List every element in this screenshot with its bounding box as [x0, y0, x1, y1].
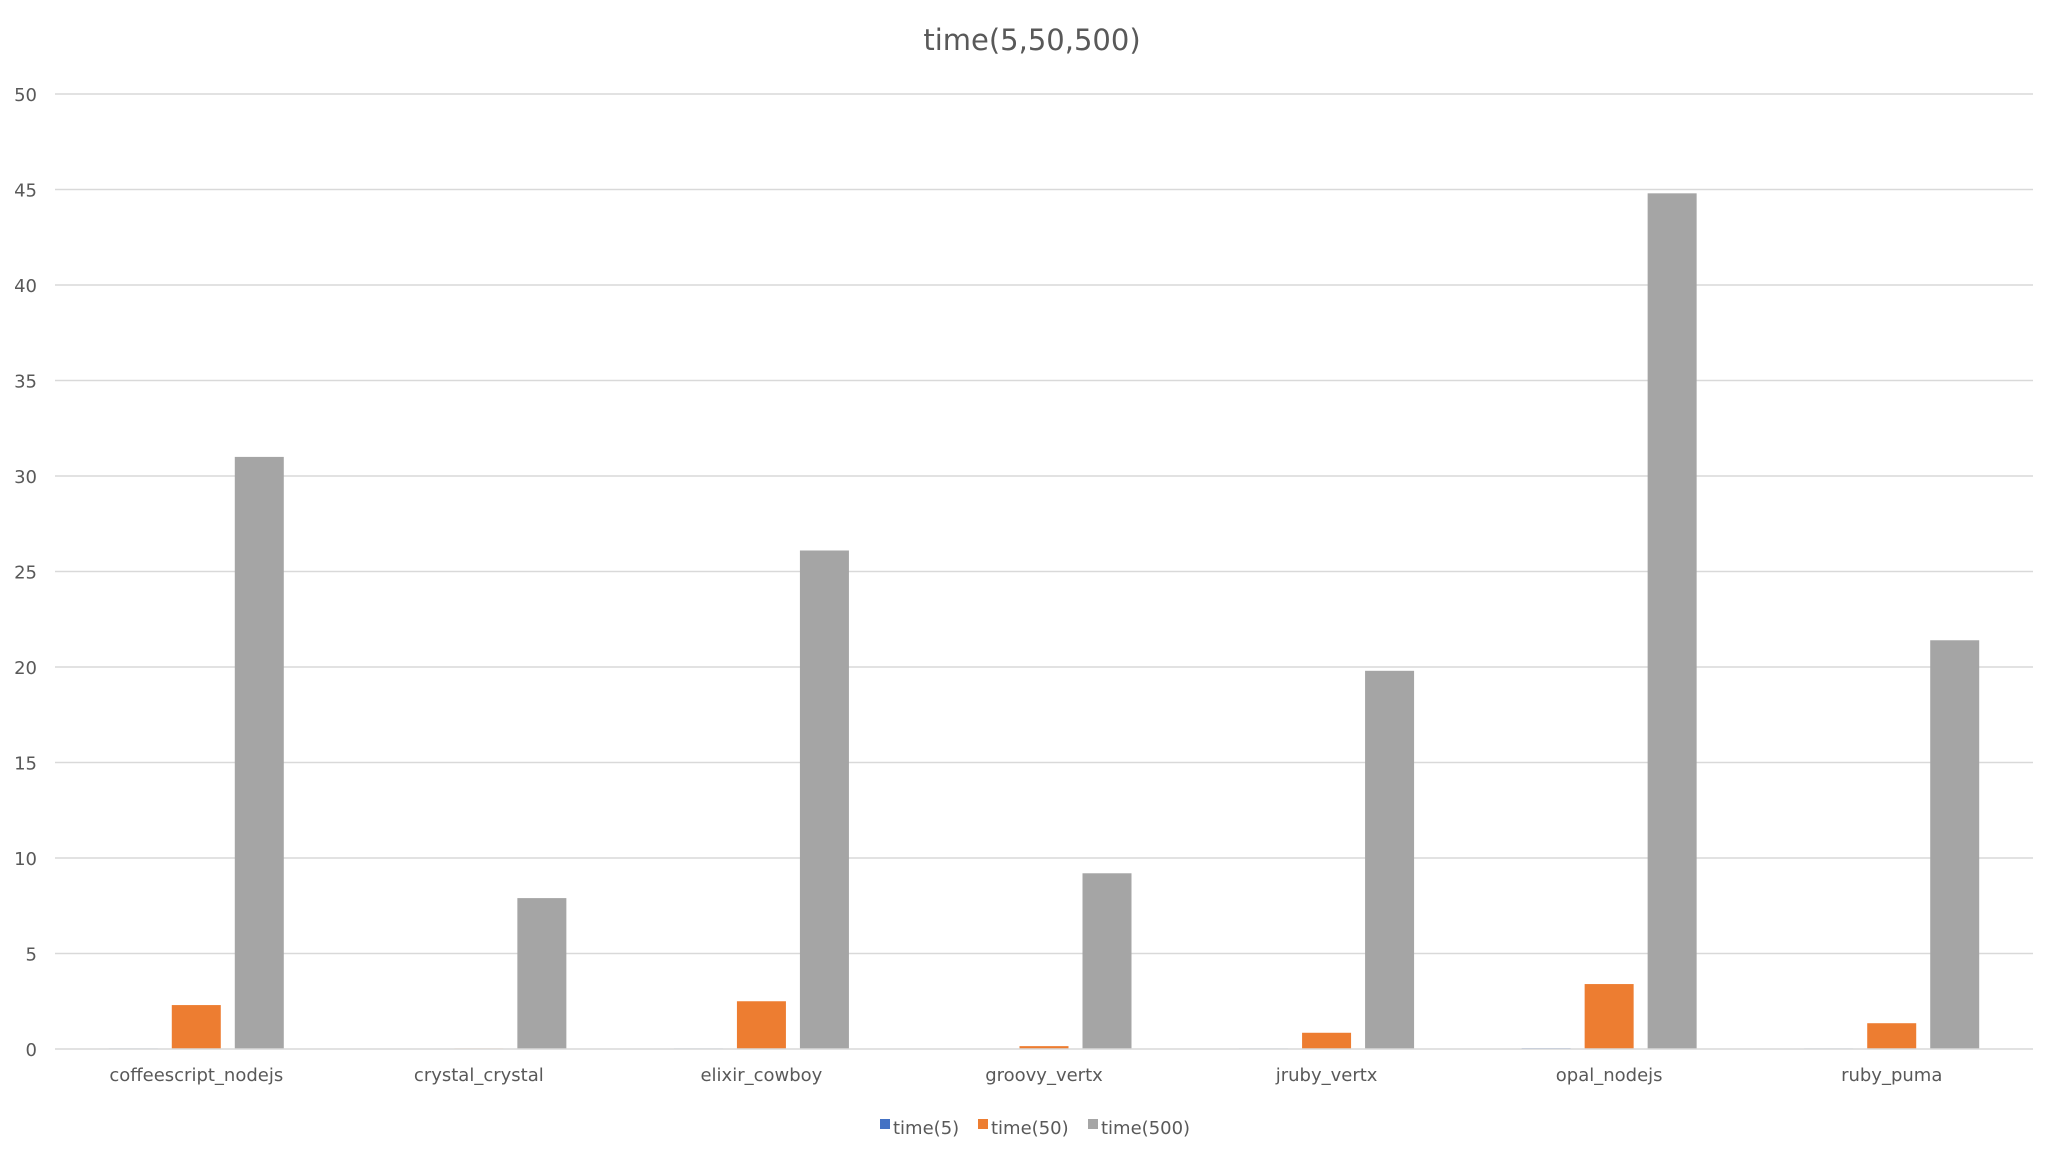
x-category-label: opal_nodejs	[1556, 1065, 1663, 1086]
bar-3-3	[799, 550, 849, 1049]
bar-2-5	[1302, 1032, 1352, 1049]
y-tick-label: 15	[14, 754, 37, 775]
legend-swatch	[880, 1119, 890, 1129]
y-tick-label: 5	[26, 945, 37, 966]
bar-2-6	[1584, 984, 1634, 1049]
bar-3-5	[1365, 670, 1415, 1049]
bar-3-1	[234, 456, 284, 1049]
y-tick-label: 35	[14, 372, 37, 393]
y-tick-label: 0	[26, 1040, 37, 1061]
y-tick-label: 10	[14, 849, 37, 870]
y-tick-label: 20	[14, 658, 37, 679]
x-category-label: coffeescript_nodejs	[109, 1065, 283, 1086]
y-tick-label: 25	[14, 563, 37, 584]
legend-swatch	[1088, 1119, 1098, 1129]
bar-2-7	[1867, 1023, 1917, 1049]
legend-label: time(50)	[991, 1118, 1069, 1139]
x-category-label: groovy_vertx	[985, 1065, 1103, 1086]
x-category-label: crystal_crystal	[414, 1065, 544, 1086]
legend-label: time(500)	[1101, 1118, 1190, 1139]
y-tick-label: 50	[14, 85, 37, 106]
chart-title: time(5,50,500)	[923, 23, 1140, 57]
bar-2-3	[736, 1001, 786, 1049]
legend-swatch	[978, 1119, 988, 1129]
bar-3-2	[517, 898, 567, 1049]
bar-3-6	[1647, 193, 1697, 1049]
bar-3-4	[1082, 873, 1132, 1049]
y-tick-label: 45	[14, 181, 37, 202]
gridlines	[55, 93, 2033, 955]
x-category-label: elixir_cowboy	[700, 1065, 822, 1086]
y-axis-ticks: 0 5 10 15 20 25 30 35 40 45 50	[14, 85, 37, 1061]
legend-label: time(5)	[893, 1118, 959, 1139]
bar-2-1	[171, 1005, 221, 1049]
bar-2-4	[1019, 1046, 1069, 1049]
bar-3-7	[1930, 640, 1980, 1049]
x-category-label: jruby_vertx	[1275, 1065, 1378, 1086]
x-category-label: ruby_puma	[1841, 1065, 1942, 1086]
y-tick-label: 30	[14, 467, 37, 488]
y-tick-label: 40	[14, 276, 37, 297]
x-axis-categories: coffeescript_nodejs crystal_crystal elixir…	[109, 1065, 1942, 1086]
legend: time(5) time(50) time(500)	[880, 1118, 1190, 1139]
bars	[108, 193, 1980, 1049]
